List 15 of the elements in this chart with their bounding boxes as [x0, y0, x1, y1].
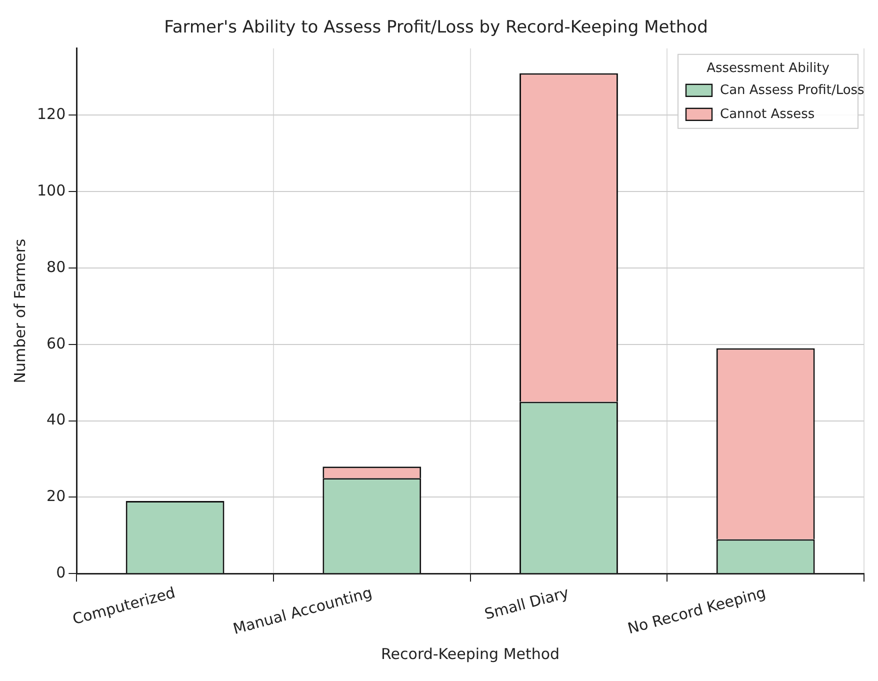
x-tick-label: No Record Keeping [626, 584, 768, 638]
y-tick-label: 0 [56, 563, 66, 582]
legend-label: Can Assess Profit/Loss [720, 82, 865, 98]
chart-title: Farmer's Ability to Assess Profit/Loss by Record-Keeping Method [164, 18, 708, 38]
y-tick-label: 40 [46, 410, 66, 429]
legend-label: Cannot Assess [720, 106, 815, 122]
legend-title: Assessment Ability [706, 60, 830, 76]
y-axis-title: Number of Farmers [10, 238, 29, 384]
y-tick-label: 20 [46, 487, 66, 506]
x-axis-title: Record-Keeping Method [381, 644, 560, 663]
y-tick-label: 80 [46, 258, 66, 276]
y-tick-label: 100 [36, 182, 66, 200]
x-tick-label: Small Diary [482, 583, 571, 624]
y-tick-label: 60 [46, 334, 66, 352]
y-tick-label: 120 [36, 105, 66, 124]
